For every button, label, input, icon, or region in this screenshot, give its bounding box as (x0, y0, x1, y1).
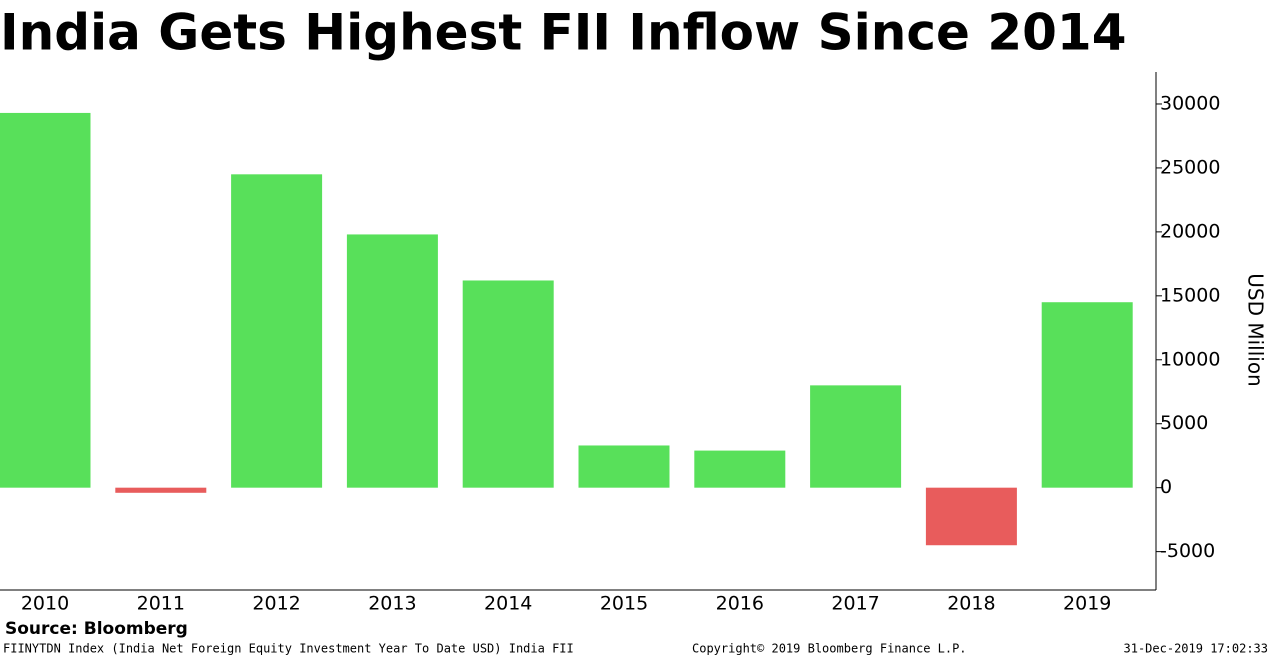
x-tick-label: 2017 (831, 593, 879, 615)
chart-title: India Gets Highest FII Inflow Since 2014 (0, 4, 1127, 62)
bar (1041, 302, 1133, 488)
description: FIINYTDN Index (India Net Foreign Equity… (3, 642, 574, 656)
y-tick-label: -5000 (1160, 540, 1215, 562)
x-tick-label: 2010 (21, 593, 69, 615)
y-tick-label: 20000 (1160, 220, 1220, 242)
y-tick-label: 25000 (1160, 156, 1220, 178)
bar (346, 234, 438, 488)
bar (578, 445, 670, 488)
y-tick-label: 15000 (1160, 284, 1220, 306)
y-tick-label: 0 (1160, 476, 1172, 498)
x-tick-label: 2013 (368, 593, 416, 615)
copyright: Copyright© 2019 Bloomberg Finance L.P. (692, 642, 967, 656)
bar (694, 450, 786, 488)
y-tick-label: 30000 (1160, 92, 1220, 114)
bar (925, 487, 1017, 546)
x-tick-label: 2012 (252, 593, 300, 615)
x-tick-label: 2019 (1063, 593, 1111, 615)
bar (115, 487, 207, 493)
x-tick-label: 2015 (600, 593, 648, 615)
bar (0, 112, 91, 488)
x-tick-label: 2018 (947, 593, 995, 615)
bar (810, 385, 902, 488)
bar (462, 280, 554, 488)
bar (231, 174, 323, 488)
timestamp: 31-Dec-2019 17:02:33 (1124, 642, 1269, 656)
x-tick-label: 2011 (137, 593, 185, 615)
y-axis-label: USD Million (1244, 273, 1268, 387)
y-tick-label: 5000 (1160, 412, 1208, 434)
source: Source: Bloomberg (5, 619, 188, 639)
y-tick-label: 10000 (1160, 348, 1220, 370)
x-tick-label: 2014 (484, 593, 532, 615)
x-tick-label: 2016 (716, 593, 764, 615)
